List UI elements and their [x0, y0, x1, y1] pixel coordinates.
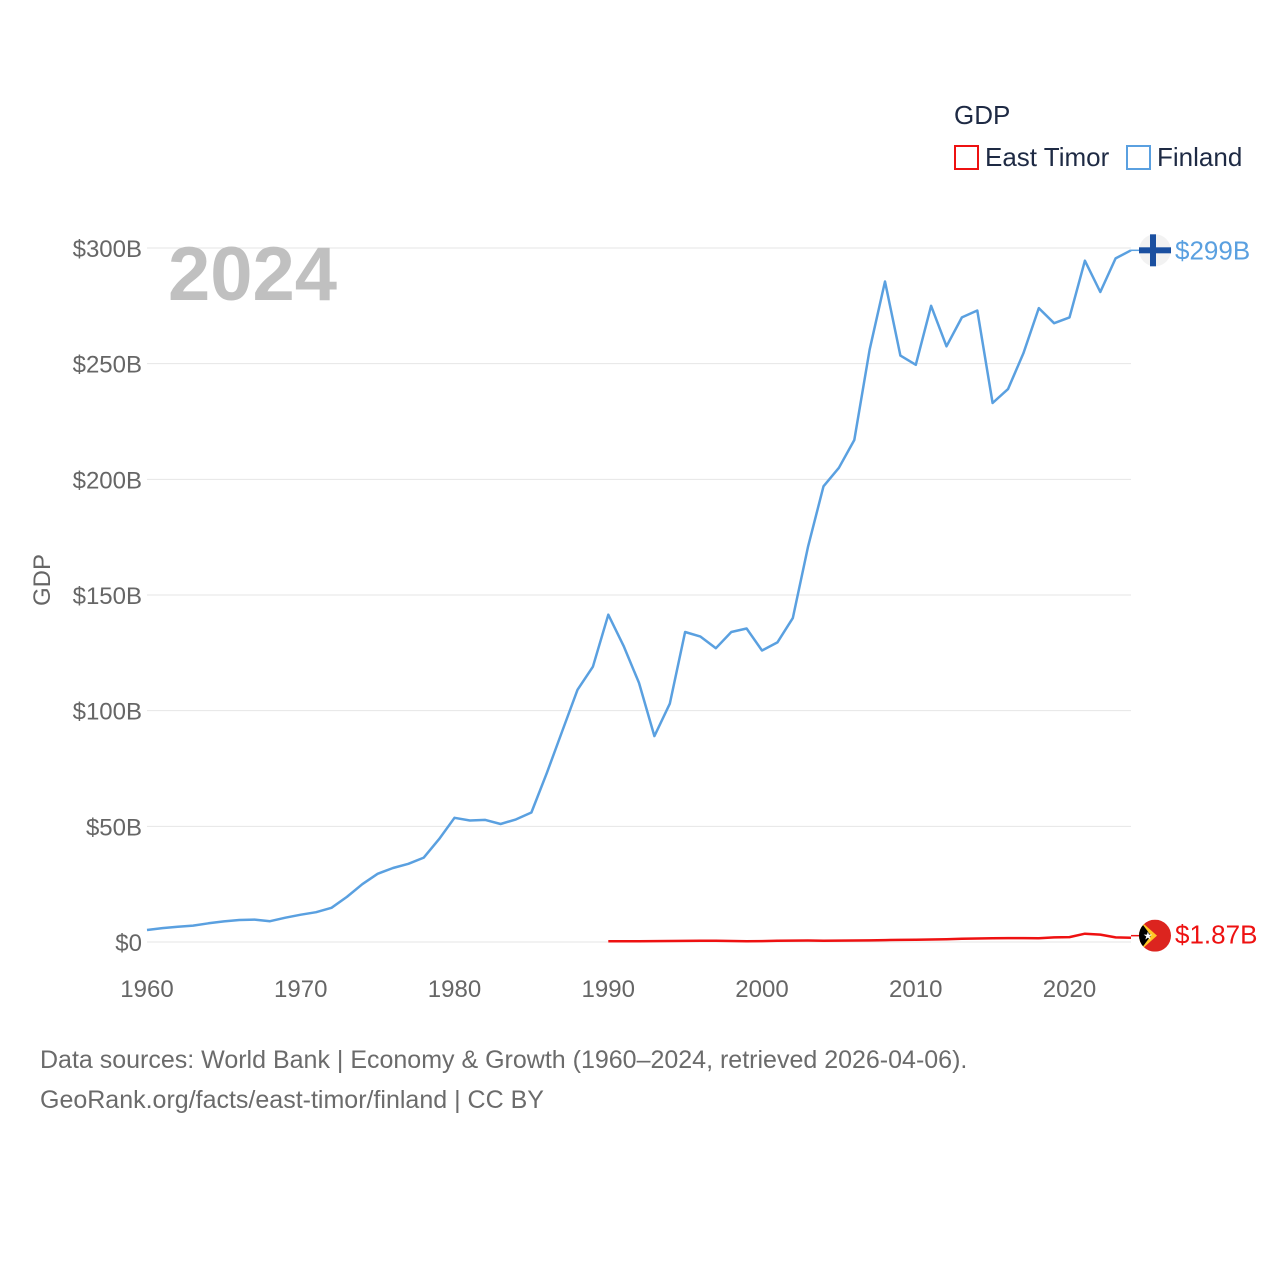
y-tick-label: $200B [73, 467, 142, 494]
y-tick-label: $150B [73, 583, 142, 610]
legend-item-east-timor[interactable]: East Timor [954, 142, 1110, 172]
x-tick-label: 1960 [120, 976, 173, 1003]
series-line-east-timor [608, 932, 1132, 943]
x-tick-label: 1990 [582, 976, 635, 1003]
x-tick-label: 1980 [428, 976, 481, 1003]
data-source-footer: Data sources: World Bank | Economy & Gro… [40, 1040, 967, 1120]
legend-title: GDP [954, 100, 1010, 130]
series-lines [146, 249, 1132, 943]
finland-flag-icon [1139, 234, 1171, 267]
x-tick-label: 2010 [889, 976, 942, 1003]
x-tick-label: 1970 [274, 976, 327, 1003]
finland-end-marker: $299B [1131, 234, 1250, 267]
svg-text:★: ★ [1143, 931, 1153, 943]
gridlines [147, 247, 1131, 943]
y-axis-ticks: $0 $50B $100B $150B $200B $250B $300B [73, 236, 142, 957]
east-timor-end-marker: ★ $1.87B [1131, 919, 1257, 952]
year-label: 2024 [168, 232, 337, 317]
source-line: Data sources: World Bank | Economy & Gro… [40, 1046, 968, 1074]
y-tick-label: $50B [86, 814, 142, 841]
y-tick-label: $0 [115, 930, 142, 957]
legend-item-finland[interactable]: Finland [1126, 142, 1242, 172]
y-tick-label: $100B [73, 699, 142, 726]
source-url[interactable]: GeoRank.org/facts/east-timor/finland | C… [40, 1086, 544, 1114]
east-timor-end-label: $1.87B [1175, 920, 1257, 950]
east-timor-flag-icon: ★ [1139, 919, 1171, 952]
legend-swatch-east-timor [954, 145, 979, 170]
legend-label-east-timor: East Timor [985, 142, 1110, 172]
series-line-finland [146, 249, 1132, 932]
x-tick-label: 2000 [735, 976, 788, 1003]
y-tick-label: $250B [73, 352, 142, 379]
x-tick-label: 2020 [1043, 976, 1096, 1003]
finland-end-label: $299B [1175, 235, 1250, 265]
legend: GDP East Timor Finland [954, 100, 1242, 172]
legend-swatch-finland [1126, 145, 1151, 170]
y-axis-label: GDP [29, 554, 56, 606]
legend-label-finland: Finland [1157, 142, 1242, 172]
x-axis-ticks: 1960 1970 1980 1990 2000 2010 2020 [120, 976, 1096, 1003]
y-tick-label: $300B [73, 236, 142, 263]
